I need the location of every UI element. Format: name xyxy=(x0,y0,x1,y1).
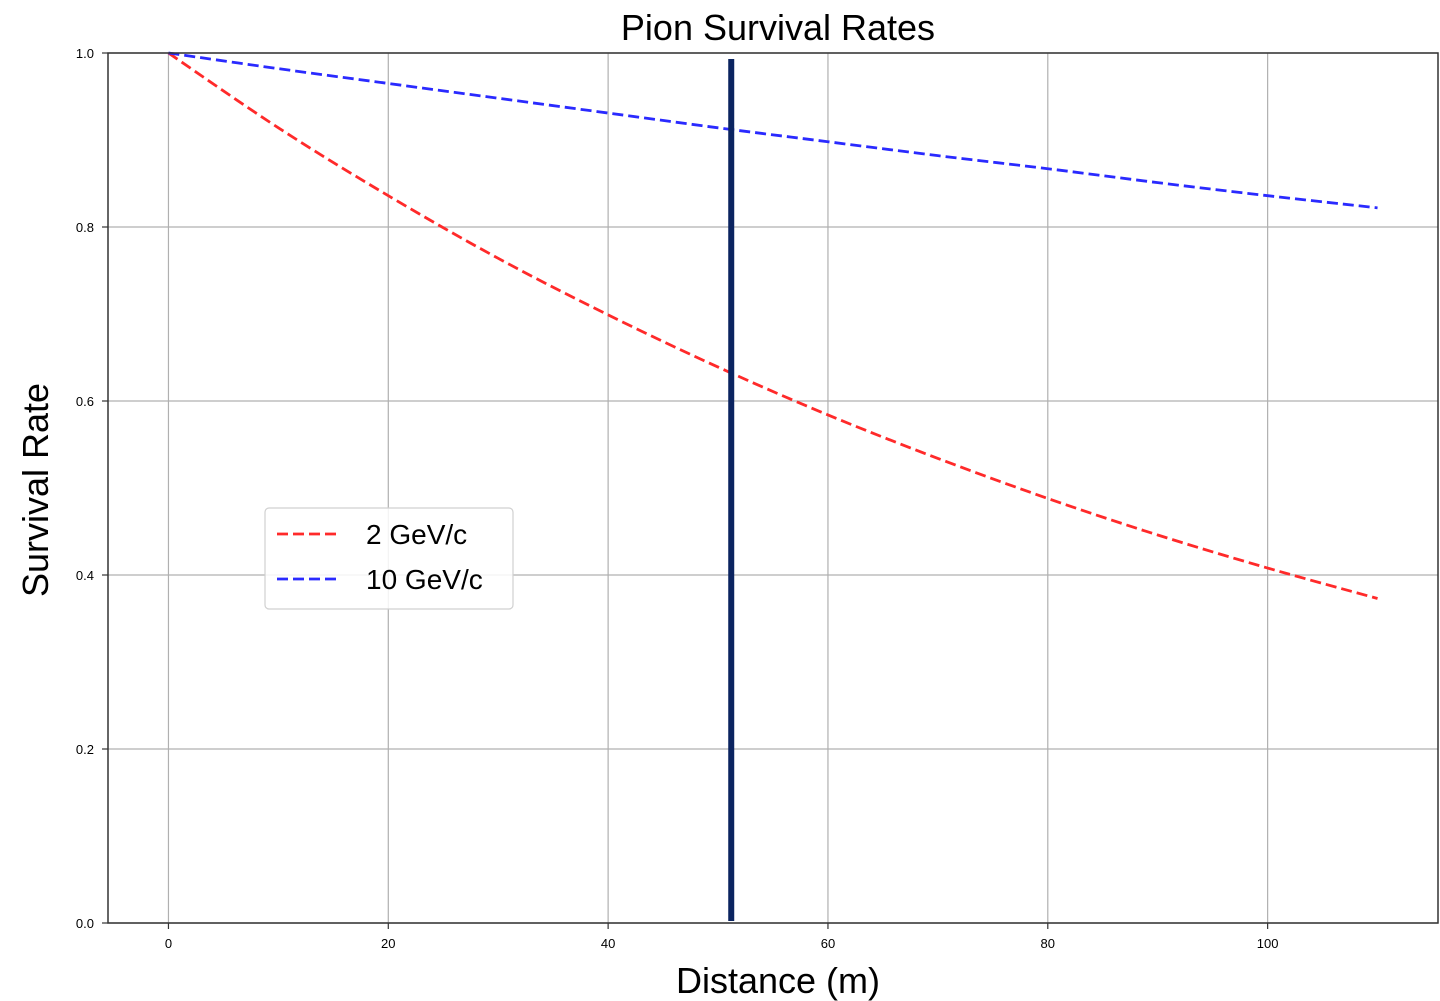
series-layer xyxy=(167,51,1378,600)
x-tick-label: 100 xyxy=(1257,936,1279,951)
y-tick-label: 1.0 xyxy=(76,46,94,61)
y-tick-label: 0.8 xyxy=(76,220,94,235)
legend-item: 2 GeV/c xyxy=(277,519,467,550)
x-tick-label: 20 xyxy=(381,936,395,951)
series-line xyxy=(168,51,1378,210)
y-tick-label: 0.6 xyxy=(76,394,94,409)
x-tick-label: 40 xyxy=(601,936,615,951)
legend-label: 2 GeV/c xyxy=(366,519,467,550)
series-2 xyxy=(168,51,1378,210)
axis-ticks: 0 20 40 60 80 100 0.0 0.2 0.4 0.6 0.8 1.0 xyxy=(76,46,1279,951)
legend-label: 10 GeV/c xyxy=(366,564,483,595)
chart-title: Pion Survival Rates xyxy=(621,7,935,48)
plot-frame xyxy=(107,52,1439,924)
x-axis-label: Distance (m) xyxy=(676,960,880,1001)
series-line xyxy=(167,51,1378,600)
x-tick-label: 60 xyxy=(821,936,835,951)
y-tick-label: 0.0 xyxy=(76,916,94,931)
series-1 xyxy=(167,51,1378,600)
x-tick-label: 80 xyxy=(1041,936,1055,951)
legend-item: 10 GeV/c xyxy=(277,564,483,595)
y-tick-label: 0.4 xyxy=(76,568,94,583)
y-axis-label: Survival Rate xyxy=(15,383,56,597)
y-tick-label: 0.2 xyxy=(76,742,94,757)
x-tick-label: 0 xyxy=(165,936,172,951)
legend: 2 GeV/c 10 GeV/c xyxy=(264,507,514,610)
